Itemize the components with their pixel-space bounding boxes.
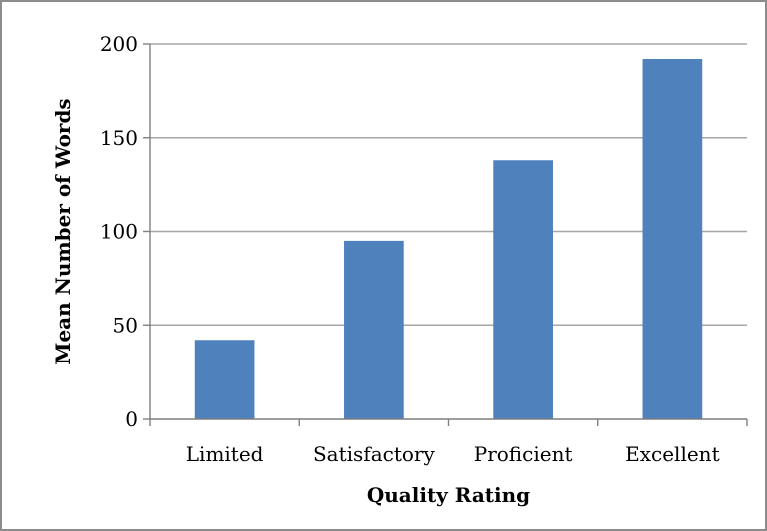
bar-proficient [493,160,553,419]
x-tick-label: Excellent [625,442,719,466]
y-tick-label: 0 [125,407,138,431]
x-tick-label: Satisfactory [313,442,435,466]
y-tick-labels: 0 50 100 150 200 [100,32,138,431]
axes [143,43,748,426]
y-tick-label: 50 [113,313,138,337]
y-tick-label: 100 [100,220,138,244]
y-axis-title: Mean Number of Words [51,98,75,364]
x-tick-label: Proficient [474,442,573,466]
bar-limited [194,340,255,419]
bar-excellent [642,59,703,419]
x-axis-title: Quality Rating [367,483,530,507]
bar-satisfactory [344,240,404,419]
y-tick-label: 150 [100,126,138,150]
x-tick-label: Limited [186,442,264,466]
bars [194,59,703,419]
y-tick-label: 200 [100,32,138,56]
x-tick-labels: Limited Satisfactory Proficient Excellent [186,442,720,466]
